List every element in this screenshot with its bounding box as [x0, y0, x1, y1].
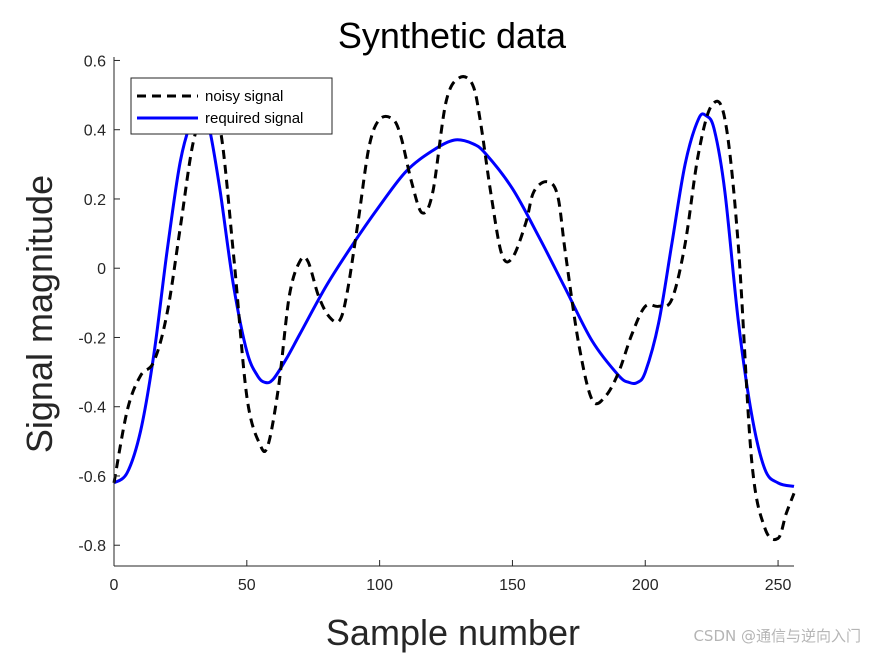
required-signal-line — [113, 108, 795, 488]
y-tick-label: 0.2 — [84, 192, 106, 209]
x-tick-label: 0 — [110, 577, 119, 594]
x-tick-label: 150 — [499, 577, 526, 594]
y-tick-label: 0.4 — [84, 123, 106, 140]
noisy-signal-line — [112, 75, 796, 542]
legend-label-required-signal: required signal — [205, 110, 303, 127]
x-tick-label: 50 — [238, 577, 256, 594]
x-tick-label: 200 — [632, 577, 659, 594]
legend-box — [130, 77, 333, 135]
y-tick-label: 0.6 — [84, 53, 106, 70]
y-tick-label: -0.2 — [78, 330, 106, 347]
y-axis-label: Signal magnitude — [19, 175, 60, 453]
x-tick-label: 250 — [765, 577, 792, 594]
y-tick-label: -0.6 — [78, 469, 106, 486]
y-tick-label: 0 — [97, 261, 106, 278]
plot-area — [112, 75, 796, 542]
y-tick-label: -0.4 — [78, 400, 106, 417]
axes: 0 50 100 150 200 250 -0.8 -0.6 -0.4 -0.2 0 0.2 0.4 0.… — [78, 53, 794, 594]
legend-label-noisy-signal: noisy signal — [205, 88, 283, 105]
y-tick-label: -0.8 — [78, 538, 106, 555]
x-tick-label: 100 — [366, 577, 393, 594]
chart-title: Synthetic data — [338, 15, 567, 56]
legend: noisy signal required signal — [130, 77, 333, 135]
x-axis-label: Sample number — [326, 612, 580, 653]
watermark: CSDN @通信与逆向入门 — [693, 627, 861, 645]
